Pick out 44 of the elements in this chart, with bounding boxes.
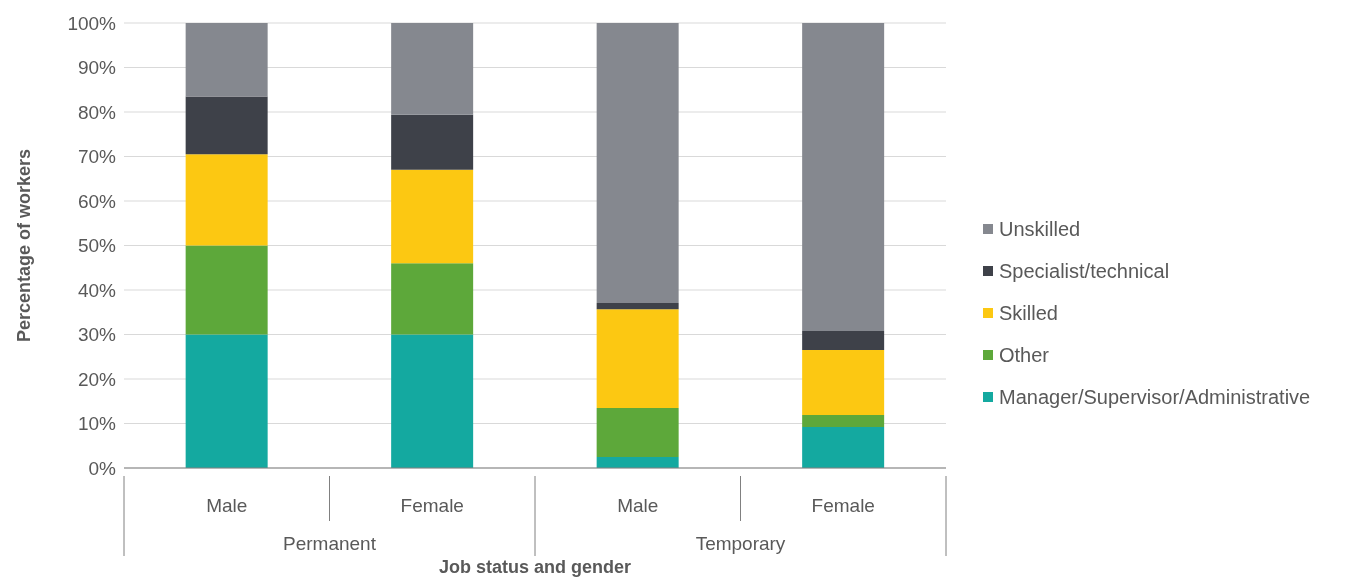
x-axis-title: Job status and gender <box>438 557 632 577</box>
x-tick-label: Male <box>206 495 248 516</box>
bar <box>391 114 474 170</box>
bar <box>596 407 679 457</box>
y-tick-label: 30% <box>77 324 117 346</box>
x-tick-label: Female <box>400 495 464 516</box>
bar <box>596 456 679 468</box>
legend-label: Unskilled <box>999 217 1081 241</box>
bar <box>596 302 679 310</box>
y-tick-label: 10% <box>77 413 117 435</box>
x-tick-label: Female <box>811 495 875 516</box>
bar <box>596 23 679 303</box>
y-tick-label: 40% <box>77 279 117 301</box>
bar <box>185 154 268 246</box>
legend-label: Manager/Supervisor/Administrative <box>999 385 1311 409</box>
text: Temporary <box>695 533 786 554</box>
bar <box>596 309 679 408</box>
y-tick-label: 80% <box>77 101 117 123</box>
legend-label: Skilled <box>999 301 1058 325</box>
bar <box>185 245 268 335</box>
y-tick-label: 100% <box>67 12 117 34</box>
x-tick-label: Male <box>617 495 659 516</box>
y-tick-label: 50% <box>77 235 117 257</box>
y-axis-title: Percentage of workers <box>14 148 35 343</box>
bar <box>391 169 474 264</box>
bar <box>391 334 474 468</box>
y-tick-label: 20% <box>77 368 117 390</box>
bar <box>802 427 885 468</box>
bar <box>391 23 474 115</box>
bar <box>185 23 268 97</box>
legend-label: Specialist/technical <box>999 259 1170 283</box>
y-tick-label: 0% <box>88 457 117 479</box>
bar <box>391 263 474 335</box>
legend-label: Other <box>999 343 1050 367</box>
bar <box>802 415 885 428</box>
bar <box>185 334 268 468</box>
bar <box>185 96 268 155</box>
y-tick-label: 90% <box>77 57 117 79</box>
y-tick-label: 70% <box>77 146 117 168</box>
bar <box>802 330 885 351</box>
bar <box>802 350 885 416</box>
y-tick-label: 60% <box>77 190 117 212</box>
text: Permanent <box>283 533 377 554</box>
bar <box>802 23 885 331</box>
